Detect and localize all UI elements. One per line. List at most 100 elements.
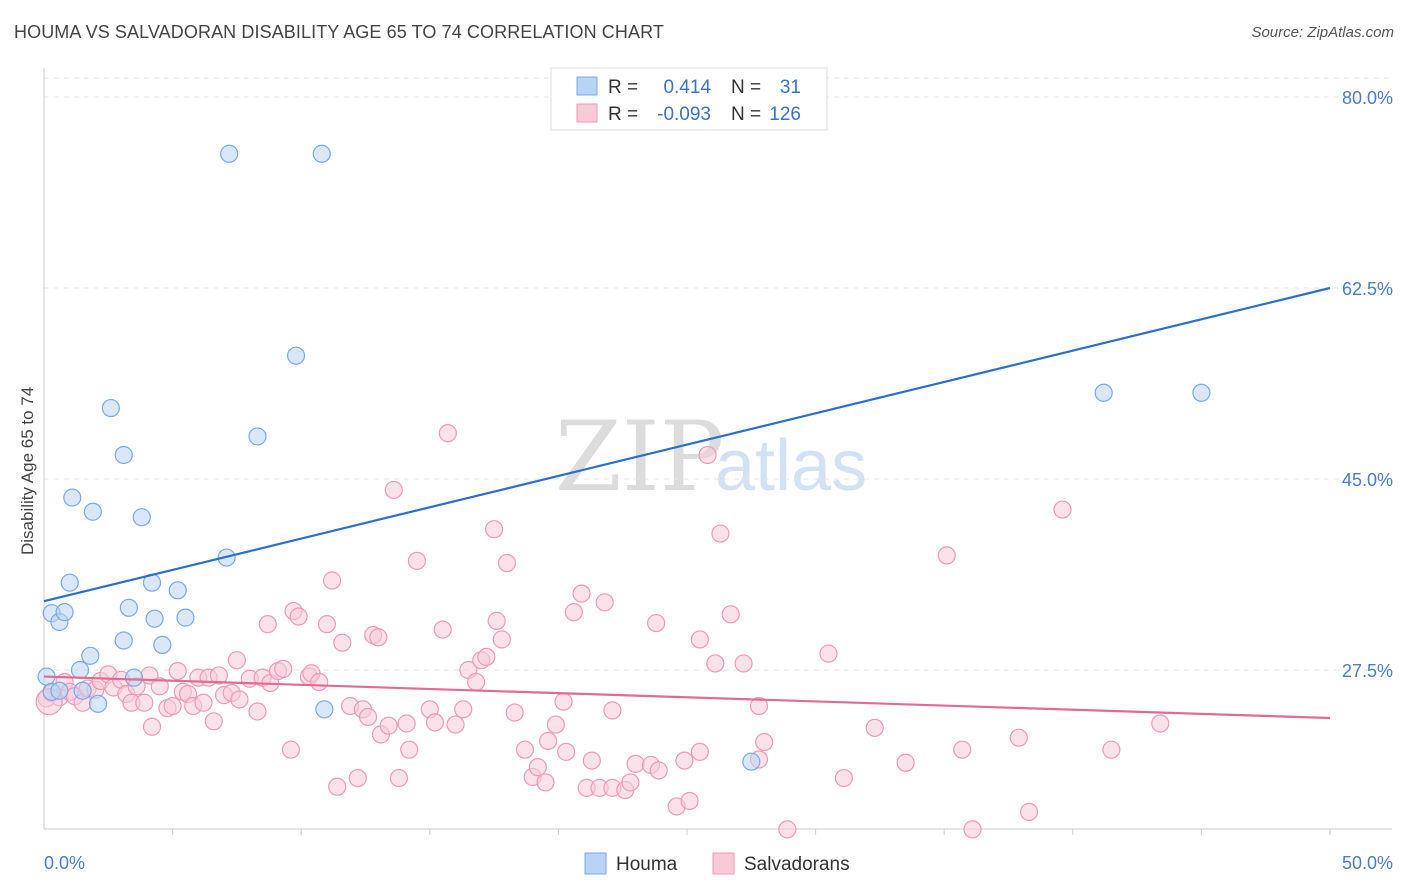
salvadorans-point-124 — [1019, 802, 1039, 821]
y-axis-label: Disability Age 65 to 74 — [18, 387, 37, 555]
salvadorans-point-36 — [248, 702, 267, 721]
houma-point-18 — [132, 508, 151, 527]
salvadorans-points — [35, 424, 1170, 839]
salvadorans-point-77 — [492, 630, 511, 649]
salvadorans-point-76 — [487, 611, 506, 630]
salvadorans-point-16 — [135, 693, 154, 712]
houma-point-22 — [168, 581, 187, 600]
houma-point-5 — [55, 603, 74, 622]
salvadorans-point-69 — [446, 715, 465, 734]
y-tick-label-2: 45.0% — [1342, 470, 1393, 490]
salvadorans-point-33 — [227, 651, 246, 670]
axis-ticks: 80.0% 62.5% 45.0% 27.5% 0.0% 50.0% — [44, 88, 1393, 873]
salvadorans-point-103 — [675, 751, 694, 770]
salvadorans-point-105 — [690, 742, 709, 761]
houma-point-20 — [145, 609, 164, 628]
salvadorans-point-117 — [834, 768, 853, 788]
salvadorans-point-19 — [150, 677, 169, 696]
salvadorans-point-61 — [389, 768, 409, 788]
houma-point-15 — [114, 445, 133, 465]
houma-point-25 — [220, 144, 239, 163]
salvadorans-point-85 — [546, 715, 565, 734]
salvadorans-point-82 — [528, 758, 547, 777]
salvadorans-point-80 — [515, 740, 535, 759]
grid-lines — [44, 77, 1392, 671]
salvadorans-point-107 — [698, 445, 717, 465]
houma-point-6 — [60, 573, 79, 592]
x-tick-label-1: 50.0% — [1342, 853, 1393, 873]
salvadorans-point-93 — [595, 593, 614, 612]
bottom-legend-label-salvadorans: Salvadorans — [744, 854, 850, 875]
stats-legend: R = 0.414 N = 31 R = -0.093 N = 126 — [550, 67, 828, 131]
salvadorans-point-57 — [369, 628, 388, 647]
series-legend: Houma Salvadorans — [584, 852, 850, 875]
trend-lines — [43, 286, 1331, 720]
salvadorans-point-108 — [706, 654, 725, 673]
salvadorans-point-98 — [626, 754, 645, 773]
salvadorans-point-118 — [865, 718, 884, 737]
salvadorans-point-29 — [204, 712, 223, 731]
watermark-atlas: atlas — [715, 426, 867, 506]
legend-r-value-salvadorans: -0.093 — [657, 104, 711, 125]
salvadorans-point-63 — [400, 740, 419, 759]
salvadorans-point-126 — [1102, 740, 1121, 759]
salvadorans-point-104 — [680, 791, 699, 811]
salvadorans-point-55 — [358, 707, 378, 727]
legend-n-value-salvadorans: 126 — [769, 104, 801, 125]
y-tick-label-0: 80.0% — [1342, 88, 1393, 108]
houma-point-28 — [312, 144, 331, 163]
salvadorans-point-42 — [281, 740, 301, 759]
legend-swatch-houma — [576, 76, 598, 96]
salvadorans-point-116 — [819, 644, 838, 663]
salvadorans-point-48 — [317, 615, 337, 634]
houma-point-21 — [153, 635, 172, 654]
houma-point-3 — [50, 681, 69, 700]
salvadorans-point-75 — [485, 520, 504, 539]
salvadorans-point-18 — [142, 717, 162, 736]
salvadorans-point-21 — [163, 696, 182, 716]
salvadorans-point-119 — [896, 753, 915, 772]
houma-point-30 — [742, 752, 761, 771]
salvadorans-point-123 — [1009, 728, 1028, 747]
salvadorans-point-91 — [582, 751, 601, 770]
salvadorans-point-89 — [572, 584, 591, 603]
houma-point-17 — [124, 668, 144, 687]
houma-point-16 — [119, 598, 138, 617]
source-label: Source: ZipAtlas.com — [1251, 24, 1394, 41]
houma-point-8 — [70, 660, 90, 680]
salvadorans-point-100 — [647, 613, 666, 633]
houma-point-9 — [73, 681, 92, 700]
x-tick-label-0: 0.0% — [44, 853, 85, 873]
salvadorans-point-70 — [454, 700, 473, 719]
salvadorans-point-47 — [310, 672, 329, 692]
salvadorans-point-87 — [557, 742, 576, 761]
salvadorans-point-27 — [194, 693, 213, 712]
salvadorans-point-101 — [649, 761, 668, 780]
houma-point-12 — [88, 694, 108, 713]
legend-n-label-salvadorans: N = — [731, 104, 761, 125]
salvadorans-point-113 — [749, 696, 769, 716]
salvadorans-trend-line — [43, 675, 1331, 720]
salvadorans-point-51 — [333, 633, 352, 652]
salvadorans-point-120 — [937, 546, 956, 565]
salvadorans-point-110 — [721, 605, 740, 624]
salvadorans-point-88 — [564, 603, 583, 622]
houma-point-7 — [63, 488, 82, 507]
salvadorans-point-59 — [379, 716, 398, 735]
salvadorans-point-111 — [734, 654, 753, 673]
houma-point-27 — [286, 346, 306, 365]
salvadorans-point-125 — [1053, 500, 1072, 519]
salvadorans-point-22 — [168, 661, 187, 681]
salvadorans-point-44 — [289, 607, 308, 626]
y-tick-label-3: 27.5% — [1342, 661, 1393, 681]
salvadorans-point-49 — [322, 571, 342, 590]
houma-point-14 — [114, 631, 133, 650]
salvadorans-point-127 — [1151, 714, 1170, 733]
legend-r-value-houma: 0.414 — [663, 77, 711, 98]
salvadorans-point-106 — [690, 630, 709, 649]
salvadorans-point-53 — [348, 768, 367, 788]
salvadorans-point-34 — [230, 690, 249, 709]
houma-point-32 — [1192, 383, 1211, 402]
legend-n-label-houma: N = — [731, 77, 761, 98]
